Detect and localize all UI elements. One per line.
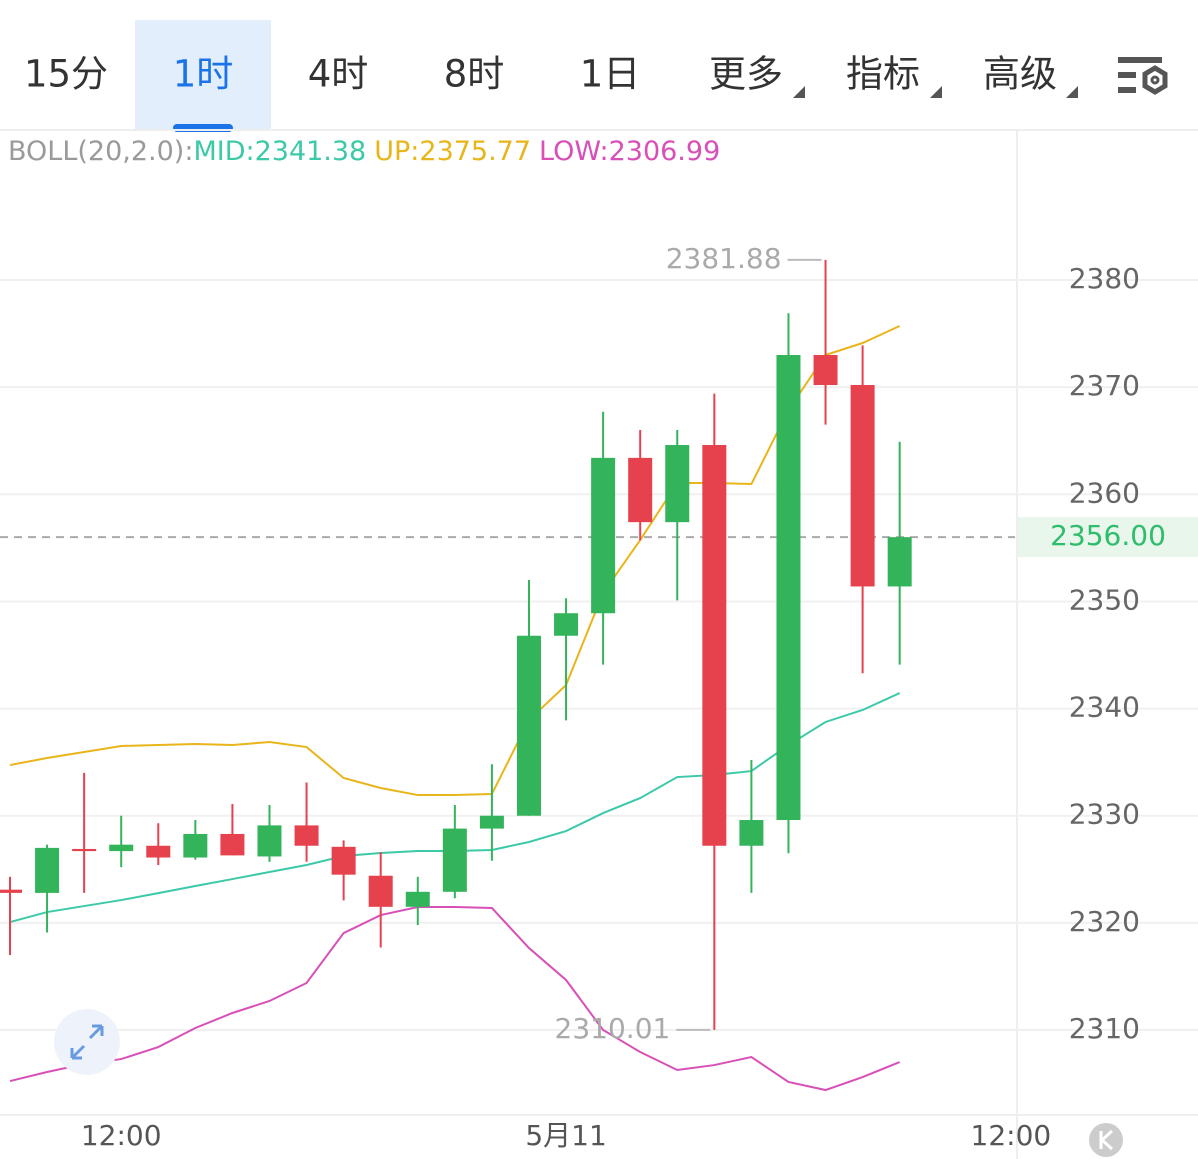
candle-body (591, 457, 616, 614)
y-tick-label: 2320 (1069, 905, 1140, 938)
candle-body (257, 825, 282, 857)
y-tick-label: 2350 (1069, 583, 1140, 616)
tab-label[interactable]: 8时 (444, 53, 505, 96)
candle-body (0, 889, 22, 893)
candle-body (72, 848, 97, 852)
candle-body (887, 537, 912, 587)
boll-line (9, 325, 901, 797)
legend-entry: MID:2341.38 (193, 136, 366, 167)
x-tick-label: 12:00 (971, 1119, 1052, 1152)
tab-label[interactable]: 15分 (24, 53, 108, 96)
candle-body (294, 825, 319, 846)
candle-body (702, 445, 727, 846)
candle-body (776, 355, 801, 821)
candle-body (813, 355, 838, 386)
candle-body (183, 833, 208, 858)
tab-label[interactable]: 指标 (846, 53, 920, 96)
active-tab-bg (135, 20, 271, 130)
extreme-label: 2381.88 (666, 242, 782, 275)
y-tick-label: 2340 (1069, 691, 1140, 724)
legend-entry: LOW:2306.99 (539, 136, 720, 167)
indicator-name: BOLL(20,2.0): (8, 136, 193, 167)
y-tick-label: 2360 (1069, 476, 1140, 509)
candle-body (405, 891, 430, 907)
candle-body (665, 445, 690, 523)
timeframe-tabs: 15分 1时 4时 8时 1日 更多 指标 高级 (24, 20, 1057, 132)
candle-body (220, 833, 245, 856)
plot: 2310 2320 2330 2340 2350 2360 2370 2380 12:00 5月1… (0, 242, 1198, 1152)
candle-body (35, 847, 60, 893)
x-tick-label: 5月11 (525, 1119, 606, 1152)
tab-label[interactable]: 1时 (173, 53, 234, 96)
expand-button[interactable] (54, 1009, 120, 1075)
y-tick-label: 2380 (1069, 262, 1140, 295)
candle-body (331, 846, 356, 875)
y-tick-label: 2330 (1069, 798, 1140, 831)
k-button[interactable] (1089, 1123, 1123, 1157)
candle-body (628, 457, 653, 523)
dropdown-arrow[interactable] (1066, 86, 1078, 98)
boll-line (9, 906, 901, 1092)
legend-entry: UP:2375.77 (374, 136, 531, 167)
extreme-label: 2310.01 (555, 1012, 671, 1045)
tab-label[interactable]: 4时 (308, 53, 369, 96)
candle-body (146, 845, 171, 858)
candle-body (516, 635, 541, 816)
tab-label[interactable]: 1日 (580, 53, 641, 96)
settings-icon[interactable] (1118, 57, 1168, 95)
y-tick-label: 2310 (1069, 1012, 1140, 1045)
candle-body (739, 820, 764, 846)
x-tick-label: 12:00 (81, 1119, 162, 1152)
candle-body (442, 828, 467, 892)
candle-body (368, 875, 393, 907)
tab-label[interactable]: 更多 (709, 53, 783, 96)
dropdown-arrow[interactable] (930, 86, 942, 98)
candle-body (850, 385, 875, 587)
dropdown-arrow[interactable] (793, 86, 805, 98)
candle-body (554, 613, 579, 636)
candle-body (109, 844, 134, 852)
tab-label[interactable]: 高级 (983, 53, 1057, 96)
y-tick-label: 2370 (1069, 369, 1140, 402)
last-price-bg (1018, 517, 1198, 558)
indicator-legend: BOLL(20,2.0):MID:2341.38 UP:2375.77 LOW:23… (8, 136, 720, 167)
last-price-label: 2356.00 (1050, 519, 1166, 552)
candle-body (479, 815, 504, 829)
